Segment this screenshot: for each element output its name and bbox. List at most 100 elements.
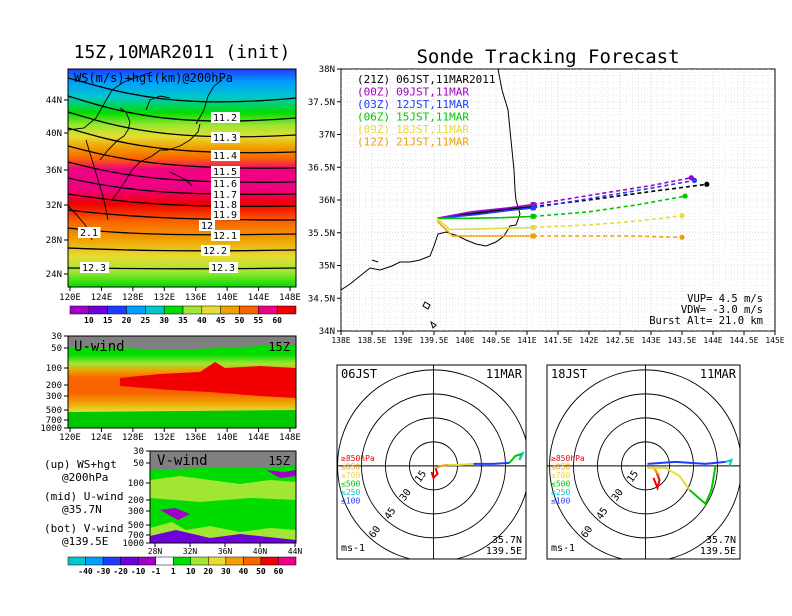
tracking-legend-code: (09Z) (357, 123, 390, 136)
hodograph-legend-item: ≤700 (551, 471, 570, 480)
contour-label: 11.7 (213, 190, 237, 201)
track-series (437, 177, 698, 220)
tracking-y-tick-label: 37N (319, 131, 335, 141)
u-wind-p-tick-label: 100 (46, 364, 62, 374)
track-line-solid (437, 215, 534, 220)
tracking-legend-item: (06Z) 15JST,11MAR (357, 111, 469, 124)
tracking-info-line: VDW= -3.0 m/s (681, 304, 763, 316)
tracking-legend-item: (21Z) 06JST,11MAR2011 (357, 73, 495, 86)
contour-label-box (211, 132, 240, 143)
track-line-solid (436, 203, 534, 220)
legend-mid2: @35.7N (62, 503, 102, 516)
v-wind-lat-tick-label: 36N (218, 547, 233, 556)
v-wind-colorbar-swatch (85, 556, 104, 566)
ws-colorbar-swatch (258, 305, 278, 315)
u-wind-lon-tick-label: 148E (279, 433, 301, 443)
contour-label: 12.2 (203, 246, 227, 257)
u-wind-lon-tick-label: 132E (153, 433, 175, 443)
track-marker-end (682, 193, 688, 199)
hodograph-trace-segment (647, 466, 691, 491)
v-wind-p-tick-label: 200 (128, 496, 144, 506)
hodograph-lon: 139.5E (700, 546, 736, 557)
contour-label: 12.3 (211, 263, 235, 274)
v-wind-colorbar-swatch (208, 556, 227, 566)
map-lon-tick-label: 128E (122, 293, 144, 303)
contour-label-box (201, 245, 230, 256)
v-wind-colorbar-swatch (172, 556, 192, 566)
v-wind-colorbar-swatch (278, 556, 297, 566)
tracking-legend-item: (09Z) 18JST,11MAR (357, 123, 469, 136)
hodograph-trace-segment (447, 462, 474, 466)
track-line-dashed (533, 176, 692, 206)
hodograph-trace (647, 458, 734, 506)
v-wind-p-tick-label: 700 (128, 531, 144, 541)
contour-label: 11.9 (213, 210, 237, 221)
v-wind-colorbar-tick: 30 (221, 567, 231, 576)
tracking-y-tick-label: 37.5N (308, 98, 335, 108)
v-wind-colorbar-swatch (120, 556, 139, 566)
ws-colorbar-tick: 50 (235, 316, 245, 325)
hodograph-legend-item: ≤250 (341, 488, 360, 497)
v-wind-p-tick-label: 100 (128, 479, 144, 489)
v-wind-lat-tick-label: 32N (183, 547, 198, 556)
tracking-legend-label: 12JST,11MAR (396, 98, 469, 111)
v-wind-p-tick-label: 50 (133, 459, 144, 469)
u-wind-lon-tick-label: 120E (59, 433, 81, 443)
tracking-legend-label: 09JST,11MAR (396, 86, 469, 99)
tracking-x-tick-label: 144.5E (730, 336, 759, 345)
hodograph-trace-segment (688, 465, 717, 506)
hodograph-trace-segment (435, 463, 448, 469)
ws-colorbar-swatch (126, 305, 146, 315)
hodograph-trace-segment (430, 467, 439, 480)
ws-colorbar-tick: 30 (159, 316, 169, 325)
u-wind-p-tick-label: 500 (46, 406, 62, 416)
tracking-x-tick-label: 139E (393, 336, 412, 345)
ws-colorbar-swatch (145, 305, 165, 315)
hodograph-units: ms-1 (551, 543, 575, 554)
hodograph-lat: 35.7N (492, 535, 522, 546)
ws-colorbar-swatch (201, 305, 221, 315)
tracking-y-tick-label: 36N (319, 196, 335, 206)
contour-label-box (211, 209, 240, 220)
ws-map-panel: WS(m/s)+hgt(km)@200hPa 11.211.311.411.51… (46, 68, 301, 325)
v-wind-colorbar-tick: -10 (131, 567, 146, 576)
map-lon-tick-label: 136E (185, 293, 207, 303)
ws-colorbar-tick: 20 (122, 316, 132, 325)
ws-colorbar-swatch (276, 305, 297, 315)
hodograph-legend-item: ≤100 (341, 497, 360, 506)
hodograph-legend-item: ≤100 (551, 497, 570, 506)
contour-label: 11.3 (213, 133, 237, 144)
tracking-legend-label: 18JST,11MAR (396, 123, 469, 136)
v-wind-colorbar-tick: -20 (113, 567, 128, 576)
u-wind-lon-tick-label: 128E (122, 433, 144, 443)
ws-colorbar-tick: 55 (254, 316, 264, 325)
ws-colorbar-swatch (163, 305, 184, 315)
track-line-dashed (533, 235, 683, 239)
tracking-x-tick-label: 142.5E (606, 336, 635, 345)
track-marker-square (530, 225, 536, 231)
hodograph-lat: 35.7N (706, 535, 736, 546)
map-lon-tick-label: 124E (91, 293, 113, 303)
v-wind-colorbar-swatch (137, 556, 156, 566)
v-wind-colorbar-swatch (260, 556, 279, 566)
tracking-legend-code: (21Z) (357, 73, 390, 86)
contour-label-box (78, 227, 101, 238)
ws-colorbar-swatch (239, 305, 259, 315)
u-wind-time: 15Z (268, 340, 290, 354)
legend-up2: @200hPa (62, 471, 108, 484)
v-wind-colorbar-tick: 1 (171, 567, 176, 576)
v-wind-colorbar-swatch (190, 556, 209, 566)
map-lat-tick-label: 28N (46, 236, 62, 246)
v-wind-lat-ticks: 28N 32N 36N 40N 44N (148, 543, 302, 556)
ws-colorbar-tick: 25 (141, 316, 151, 325)
tracking-panel: 34N 34.5N 35N 35.5N 36N 36.5N 37N 37.5N 38N 138E… (308, 65, 785, 345)
contour-label: 12.1 (213, 231, 237, 242)
tracking-x-tick-label: 138.5E (358, 336, 387, 345)
contour-label-box (199, 220, 215, 231)
tracking-legend-code: (00Z) (357, 86, 390, 99)
hodograph-legend-item: ≥850hPa (551, 454, 585, 463)
hodograph-date: 11MAR (700, 367, 737, 381)
